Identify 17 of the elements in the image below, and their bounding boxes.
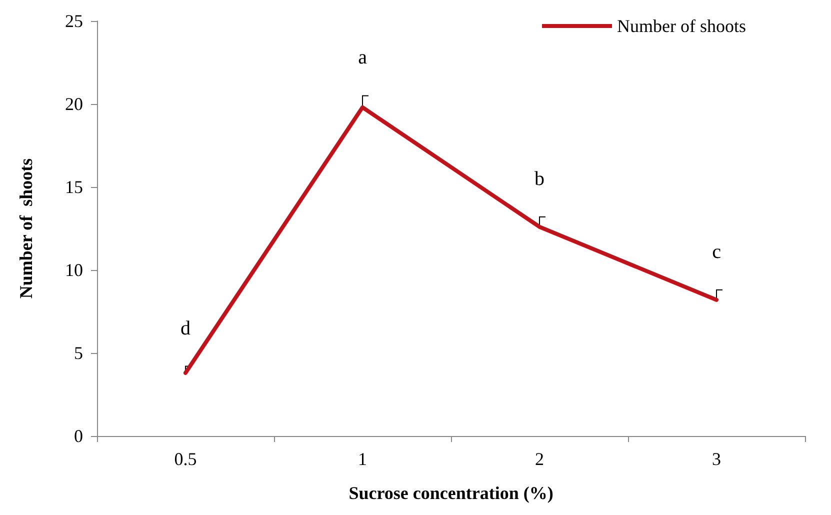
x-axis-title: Sucrose concentration (%) — [348, 483, 554, 503]
x-tick-label: 1 — [358, 449, 367, 469]
x-tick-label: 3 — [712, 449, 721, 469]
y-tick-label: 20 — [65, 94, 83, 114]
annotation: d — [180, 317, 190, 340]
y-tick-label: 15 — [65, 177, 83, 197]
y-axis-title: Number of shoots — [16, 158, 36, 299]
annotation: c — [712, 240, 722, 263]
legend-label: Number of shoots — [617, 16, 746, 36]
y-tick-label: 10 — [65, 260, 83, 280]
annotation: a — [358, 46, 368, 69]
y-tick-label: 0 — [74, 426, 83, 446]
y-tick-label: 5 — [74, 343, 83, 363]
x-tick-label: 0.5 — [174, 449, 197, 469]
annotation: b — [534, 168, 544, 190]
y-tick-label: 25 — [65, 11, 83, 31]
x-tick-label: 2 — [535, 449, 544, 469]
